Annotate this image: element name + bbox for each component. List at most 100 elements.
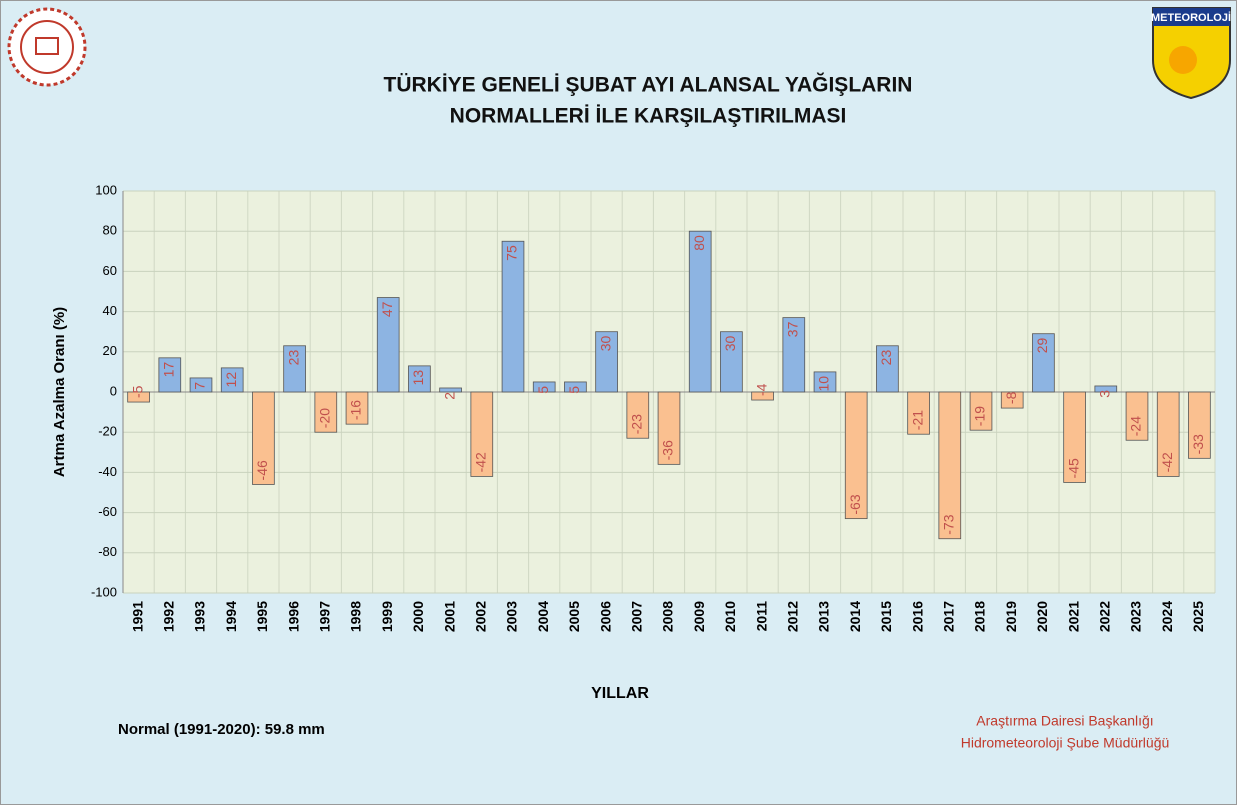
bar xyxy=(1188,391,1211,459)
value-label: -23 xyxy=(629,414,645,434)
x-tick-label: 2016 xyxy=(909,601,925,632)
bar xyxy=(1032,333,1055,393)
x-tick-label: 2021 xyxy=(1065,601,1081,632)
y-tick-label: 80 xyxy=(103,223,117,238)
y-tick-label: 20 xyxy=(103,343,117,358)
value-label: -36 xyxy=(660,440,676,460)
value-label: 29 xyxy=(1034,338,1050,354)
value-label: -20 xyxy=(317,408,333,428)
bar xyxy=(220,367,244,393)
x-tick-label: 2002 xyxy=(473,601,489,632)
value-label: -63 xyxy=(847,494,863,514)
value-label: 30 xyxy=(597,335,613,351)
value-label: 30 xyxy=(722,335,738,351)
y-tick-label: 40 xyxy=(103,303,117,318)
value-label: 12 xyxy=(223,372,239,388)
value-label: -21 xyxy=(909,410,925,430)
y-tick-label: -60 xyxy=(98,504,117,519)
bar xyxy=(376,297,400,393)
x-tick-label: 2023 xyxy=(1128,601,1144,632)
bar xyxy=(1156,391,1180,477)
right-badge: METEOROLOJİ xyxy=(1151,7,1231,100)
y-tick-label: 100 xyxy=(95,182,117,197)
x-tick-label: 2024 xyxy=(1159,601,1175,632)
x-tick-label: 2013 xyxy=(816,601,832,632)
bar xyxy=(1000,391,1024,409)
x-tick-label: 2014 xyxy=(847,601,863,632)
bar xyxy=(564,381,587,393)
value-label: -24 xyxy=(1128,416,1144,436)
x-tick-label: 2025 xyxy=(1190,601,1206,632)
value-label: 10 xyxy=(816,376,832,392)
x-tick-label: 2008 xyxy=(660,601,676,632)
x-tick-label: 2000 xyxy=(410,601,426,632)
chart-title: NORMALLERİ İLE KARŞILAŞTIRILMASI xyxy=(450,105,847,128)
footer: Hidrometeoroloji Şube Müdürlüğü xyxy=(961,735,1170,751)
bar xyxy=(283,345,306,393)
value-label: 13 xyxy=(410,370,426,386)
x-tick-label: 2020 xyxy=(1034,601,1050,632)
x-tick-label: 2004 xyxy=(535,601,551,632)
bar xyxy=(439,387,462,393)
x-tick-label: 2005 xyxy=(566,601,582,632)
value-label: -8 xyxy=(1003,391,1019,404)
bar xyxy=(782,317,806,393)
x-tick-label: 1998 xyxy=(348,601,364,632)
value-label: -5 xyxy=(129,385,145,398)
value-label: 37 xyxy=(785,321,801,337)
y-tick-label: 0 xyxy=(110,383,117,398)
value-label: -73 xyxy=(941,514,957,534)
bar xyxy=(470,391,494,477)
bar xyxy=(501,240,525,393)
value-label: -42 xyxy=(1159,452,1175,472)
bar xyxy=(532,381,556,393)
bar xyxy=(720,331,743,393)
bar xyxy=(938,391,962,540)
y-tick-label: -80 xyxy=(98,544,117,559)
x-tick-label: 2017 xyxy=(941,601,957,632)
bar xyxy=(189,377,213,393)
bar xyxy=(158,357,182,393)
x-tick-label: 2009 xyxy=(691,601,707,632)
x-tick-label: 2012 xyxy=(785,601,801,632)
bar xyxy=(751,391,774,401)
x-tick-label: 1999 xyxy=(379,601,395,632)
x-tick-label: 2015 xyxy=(878,601,894,632)
x-tick-label: 2006 xyxy=(597,601,613,632)
value-label: 23 xyxy=(285,350,301,366)
value-label: 17 xyxy=(161,362,177,378)
x-tick-label: 2001 xyxy=(441,601,457,632)
value-label: 7 xyxy=(192,382,208,390)
x-tick-label: 1993 xyxy=(192,601,208,632)
bar xyxy=(688,230,712,393)
value-label: -16 xyxy=(348,400,364,420)
bar xyxy=(969,391,993,431)
value-label: 75 xyxy=(504,245,520,261)
note: Normal (1991-2020): 59.8 mm xyxy=(118,721,325,738)
footer: Araştırma Dairesi Başkanlığı xyxy=(976,713,1153,729)
value-label: -42 xyxy=(473,452,489,472)
value-label: -45 xyxy=(1065,458,1081,478)
bar xyxy=(345,391,369,425)
y-axis-label: Artma Azalma Oranı (%) xyxy=(51,307,68,477)
bar xyxy=(626,391,650,439)
y-tick-label: -20 xyxy=(98,424,117,439)
x-tick-label: 1995 xyxy=(254,601,270,632)
bar xyxy=(127,391,150,403)
bar xyxy=(1125,391,1149,441)
value-label: -46 xyxy=(254,460,270,480)
bar xyxy=(408,365,431,393)
x-tick-label: 1991 xyxy=(129,601,145,632)
bar xyxy=(1063,391,1086,483)
badge-text: METEOROLOJİ xyxy=(1151,11,1231,24)
x-tick-label: 2019 xyxy=(1003,601,1019,632)
value-label: 2 xyxy=(441,392,457,400)
x-tick-label: 2018 xyxy=(972,601,988,632)
x-tick-label: 2007 xyxy=(629,601,645,632)
chart-title: TÜRKİYE GENELİ ŞUBAT AYI ALANSAL YAĞIŞLA… xyxy=(384,73,913,97)
x-tick-label: 2022 xyxy=(1097,601,1113,632)
y-tick-label: -100 xyxy=(91,584,117,599)
value-label: 5 xyxy=(566,386,582,394)
value-label: 5 xyxy=(535,386,551,394)
